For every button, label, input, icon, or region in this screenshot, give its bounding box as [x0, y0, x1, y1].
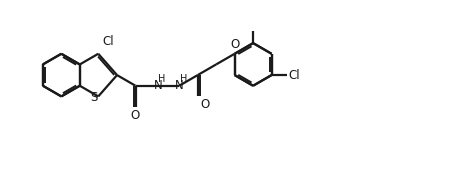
- Text: S: S: [91, 91, 98, 104]
- Text: O: O: [201, 98, 210, 111]
- Text: N: N: [175, 79, 184, 92]
- Text: Cl: Cl: [288, 69, 300, 82]
- Text: H: H: [158, 74, 166, 84]
- Text: O: O: [130, 109, 139, 122]
- Text: H: H: [180, 74, 187, 84]
- Text: N: N: [154, 79, 162, 92]
- Text: Cl: Cl: [102, 35, 114, 48]
- Text: O: O: [230, 38, 239, 51]
